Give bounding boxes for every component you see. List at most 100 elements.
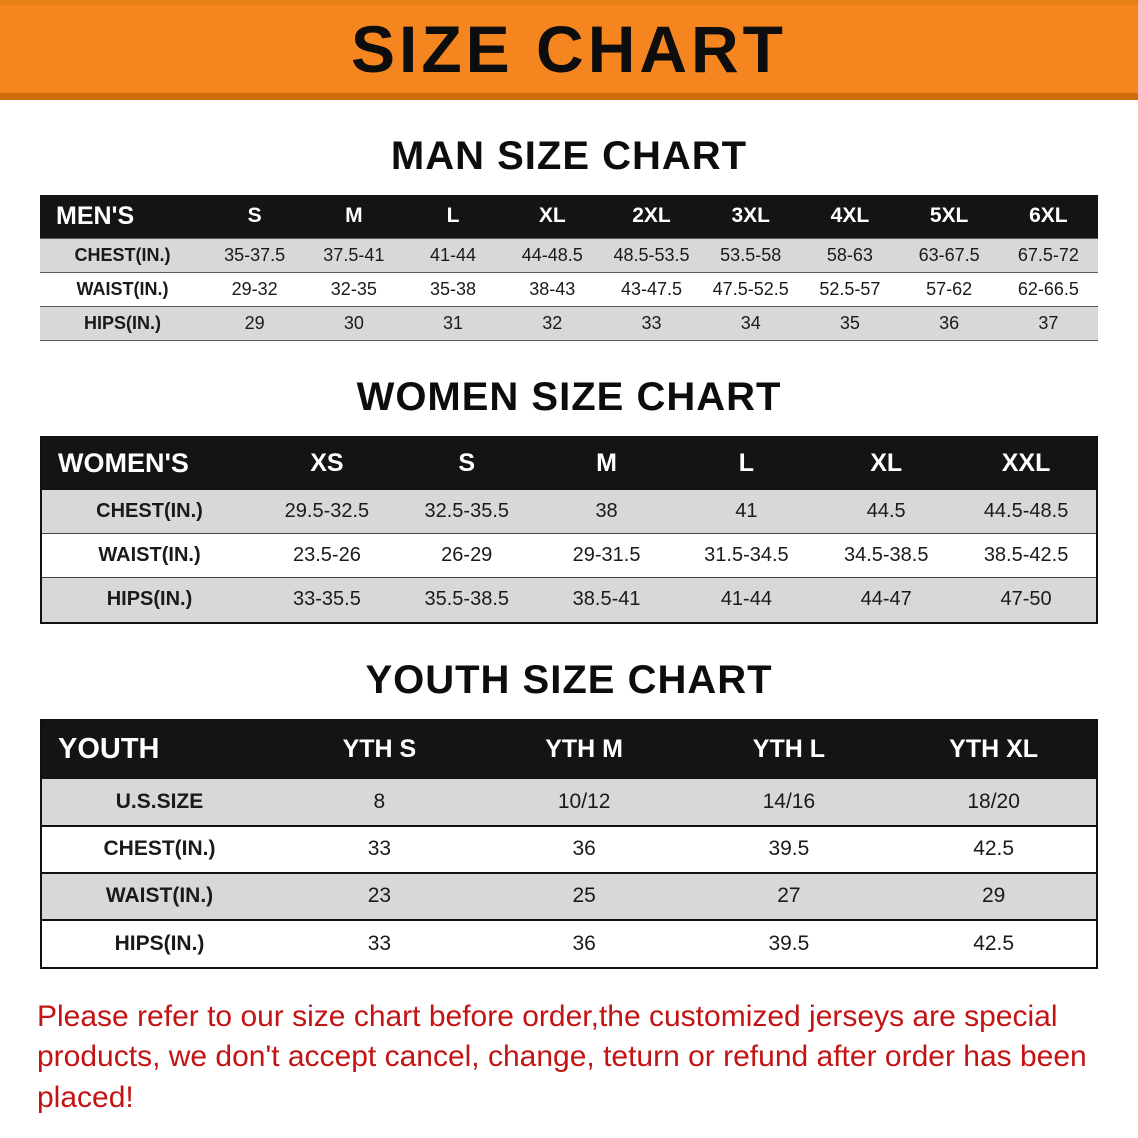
table-cell: 47-50 (956, 578, 1096, 622)
table-cell: 32 (503, 306, 602, 340)
table-cell: 53.5-58 (701, 238, 800, 272)
table-cell: 23 (277, 873, 482, 920)
column-header: YTH S (277, 721, 482, 779)
table-cell: 43-47.5 (602, 272, 701, 306)
table-cell: 38-43 (503, 272, 602, 306)
youth-size-chart-heading: YOUTH SIZE CHART (0, 658, 1138, 703)
row-label: U.S.SIZE (42, 779, 277, 826)
table-cell: 67.5-72 (999, 238, 1098, 272)
table-cell: 35 (800, 306, 899, 340)
size-chart-banner: SIZE CHART (0, 0, 1138, 100)
table-cell: 14/16 (687, 779, 892, 826)
row-label: WAIST(IN.) (42, 873, 277, 920)
table-cell: 27 (687, 873, 892, 920)
table-cell: 37 (999, 306, 1098, 340)
table-cell: 41-44 (403, 238, 502, 272)
table-cell: 29-32 (205, 272, 304, 306)
table-cell: 29.5-32.5 (257, 490, 397, 534)
table-cell: 39.5 (687, 920, 892, 967)
column-header: 3XL (701, 195, 800, 238)
table-cell: 25 (482, 873, 687, 920)
table-cell: 35.5-38.5 (397, 578, 537, 622)
column-header: S (397, 438, 537, 490)
table-cell: 33 (277, 920, 482, 967)
column-header: 2XL (602, 195, 701, 238)
column-header: M (304, 195, 403, 238)
table-cell: 33-35.5 (257, 578, 397, 622)
table-cell: 63-67.5 (900, 238, 999, 272)
table-cell: 52.5-57 (800, 272, 899, 306)
table-cell: 29 (205, 306, 304, 340)
row-label: CHEST(IN.) (42, 826, 277, 873)
table-cell: 10/12 (482, 779, 687, 826)
column-header: S (205, 195, 304, 238)
column-header: XS (257, 438, 397, 490)
table-cell: 36 (482, 826, 687, 873)
table-cell: 23.5-26 (257, 534, 397, 578)
women-size-chart-heading: WOMEN SIZE CHART (0, 375, 1138, 420)
table-cell: 39.5 (687, 826, 892, 873)
table-cell: 41 (676, 490, 816, 534)
table-cell: 29-31.5 (537, 534, 677, 578)
table-cell: 32.5-35.5 (397, 490, 537, 534)
table-cell: 44-48.5 (503, 238, 602, 272)
column-header: 4XL (800, 195, 899, 238)
row-label: HIPS(IN.) (40, 306, 205, 340)
column-header: YTH XL (891, 721, 1096, 779)
row-label: WAIST(IN.) (40, 272, 205, 306)
table-cell: 58-63 (800, 238, 899, 272)
row-label: WAIST(IN.) (42, 534, 257, 578)
row-label: HIPS(IN.) (42, 578, 257, 622)
table-cell: 48.5-53.5 (602, 238, 701, 272)
column-header: L (403, 195, 502, 238)
table-cell: 35-38 (403, 272, 502, 306)
table-cell: 30 (304, 306, 403, 340)
table-cell: 18/20 (891, 779, 1096, 826)
table-title: MEN'S (40, 195, 205, 238)
table-cell: 35-37.5 (205, 238, 304, 272)
row-label: CHEST(IN.) (42, 490, 257, 534)
table-cell: 32-35 (304, 272, 403, 306)
order-policy-note: Please refer to our size chart before or… (37, 997, 1101, 1138)
table-cell: 34 (701, 306, 800, 340)
table-cell: 31.5-34.5 (676, 534, 816, 578)
column-header: YTH L (687, 721, 892, 779)
column-header: L (676, 438, 816, 490)
table-title: WOMEN'S (42, 438, 257, 490)
column-header: XL (503, 195, 602, 238)
table-cell: 38.5-42.5 (956, 534, 1096, 578)
table-cell: 38 (537, 490, 677, 534)
column-header: 6XL (999, 195, 1098, 238)
row-label: HIPS(IN.) (42, 920, 277, 967)
column-header: XXL (956, 438, 1096, 490)
page-title: SIZE CHART (351, 11, 787, 87)
table-cell: 33 (602, 306, 701, 340)
table-cell: 36 (482, 920, 687, 967)
table-cell: 31 (403, 306, 502, 340)
table-cell: 37.5-41 (304, 238, 403, 272)
table-cell: 47.5-52.5 (701, 272, 800, 306)
table-cell: 8 (277, 779, 482, 826)
table-cell: 36 (900, 306, 999, 340)
table-title: YOUTH (42, 721, 277, 779)
column-header: 5XL (900, 195, 999, 238)
table-cell: 42.5 (891, 920, 1096, 967)
row-label: CHEST(IN.) (40, 238, 205, 272)
table-cell: 34.5-38.5 (816, 534, 956, 578)
column-header: YTH M (482, 721, 687, 779)
table-cell: 42.5 (891, 826, 1096, 873)
